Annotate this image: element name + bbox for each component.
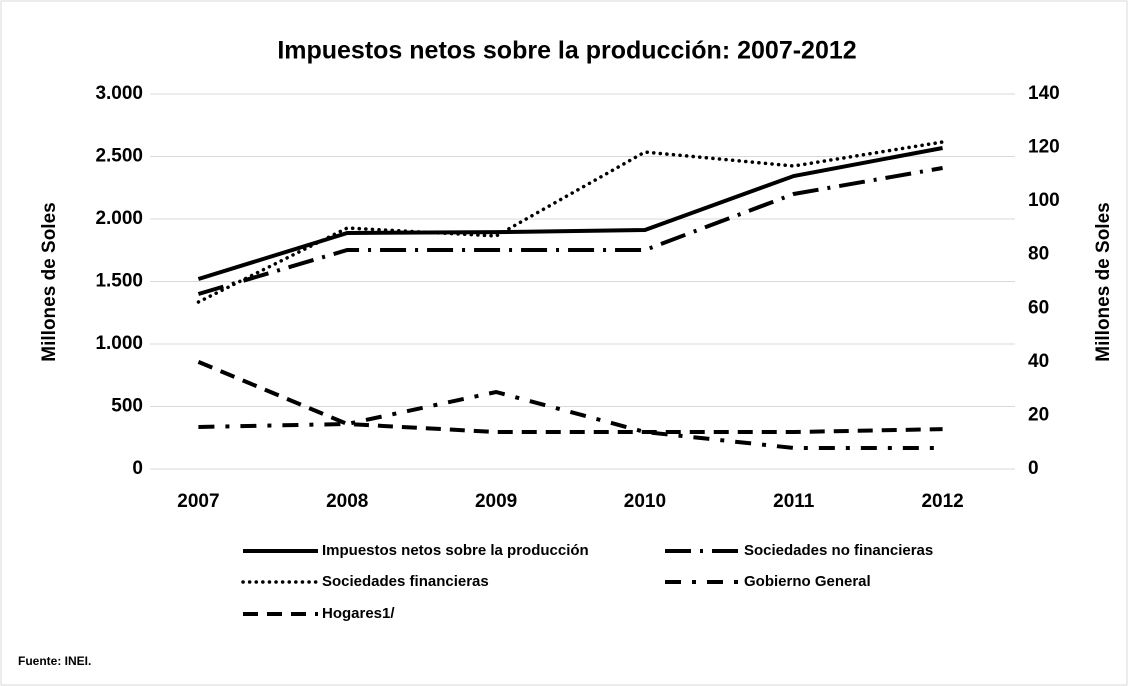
series-line <box>197 360 943 435</box>
y-axis-title: Millones de Soles <box>39 202 60 361</box>
y2-tick-label: 40 <box>1028 351 1049 372</box>
y-tick-label: 2.000 <box>95 208 143 229</box>
series-line <box>198 389 943 450</box>
y2-tick-label: 60 <box>1028 297 1049 318</box>
y-tick-label: 0 <box>132 458 143 479</box>
chart-title: Impuestos netos sobre la producción: 200… <box>277 37 856 65</box>
x-tick-label: 2011 <box>773 491 815 512</box>
y-tick-label: 3.000 <box>95 83 143 104</box>
series-line <box>196 140 945 304</box>
legend-label: Sociedades no financieras <box>744 542 933 559</box>
legend-label: Sociedades financieras <box>322 573 489 590</box>
y2-tick-label: 20 <box>1028 404 1049 425</box>
x-tick-label: 2007 <box>177 491 219 512</box>
x-tick-label: 2008 <box>326 491 368 512</box>
y-tick-label: 1.500 <box>95 271 143 292</box>
legend-label: Impuestos netos sobre la producción <box>322 542 589 559</box>
legend-label: Gobierno General <box>744 573 871 590</box>
x-tick-label: 2009 <box>475 491 517 512</box>
legend-label: Hogares1/ <box>322 605 395 622</box>
y-tick-label: 2.500 <box>95 146 143 167</box>
x-tick-label: 2010 <box>624 491 666 512</box>
y2-axis-title: Millones de Soles <box>1093 202 1114 361</box>
y-tick-label: 500 <box>111 396 143 417</box>
y2-tick-label: 140 <box>1028 83 1060 104</box>
y2-tick-label: 100 <box>1028 190 1060 211</box>
y-tick-label: 1.000 <box>95 333 143 354</box>
y2-tick-label: 80 <box>1028 244 1049 265</box>
series-line <box>197 166 943 296</box>
y2-tick-label: 120 <box>1028 137 1060 158</box>
x-tick-label: 2012 <box>921 491 963 512</box>
y2-tick-label: 0 <box>1028 458 1039 479</box>
source-note: Fuente: INEI. <box>18 654 91 668</box>
